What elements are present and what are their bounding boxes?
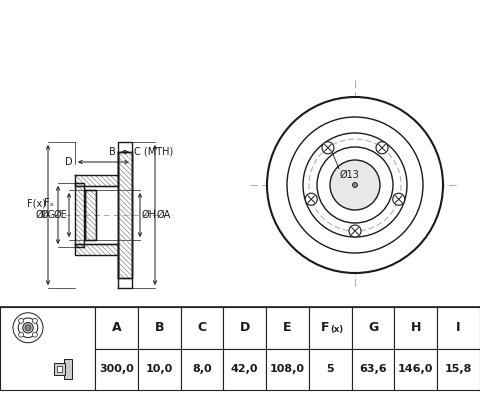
Bar	[138, 307, 180, 348]
Bar	[95, 307, 138, 348]
Bar	[0, 307, 95, 390]
Text: 42,0: 42,0	[231, 364, 258, 374]
Text: C (MTH): C (MTH)	[134, 147, 173, 157]
Text: F: F	[321, 321, 329, 334]
Text: 63,6: 63,6	[359, 364, 387, 374]
Text: D: D	[65, 157, 73, 167]
Circle shape	[287, 117, 423, 253]
Bar	[0, 0, 480, 307]
Text: 10,0: 10,0	[145, 364, 173, 374]
Circle shape	[19, 332, 24, 337]
Text: (x): (x)	[330, 325, 343, 334]
Circle shape	[322, 142, 334, 154]
Text: 108,0: 108,0	[270, 364, 305, 374]
Circle shape	[352, 182, 358, 188]
Text: 146,0: 146,0	[398, 364, 433, 374]
Bar	[223, 307, 266, 348]
Circle shape	[376, 142, 388, 154]
Text: E: E	[283, 321, 292, 334]
Circle shape	[317, 147, 393, 223]
Circle shape	[32, 318, 37, 323]
Text: ØI: ØI	[36, 210, 46, 220]
Bar	[54, 363, 65, 375]
Text: ØA: ØA	[157, 210, 171, 220]
Circle shape	[18, 318, 38, 338]
Circle shape	[267, 97, 443, 273]
Bar	[180, 307, 223, 348]
Circle shape	[32, 332, 37, 337]
Circle shape	[25, 325, 31, 331]
Bar	[437, 348, 480, 390]
Bar	[95, 348, 138, 390]
Text: H: H	[411, 321, 421, 334]
Circle shape	[23, 322, 33, 333]
Bar	[309, 307, 352, 348]
Bar	[309, 348, 352, 390]
Text: B: B	[109, 147, 116, 157]
Circle shape	[349, 225, 361, 237]
Text: D: D	[240, 321, 250, 334]
Bar	[64, 359, 72, 379]
Bar	[180, 348, 223, 390]
Text: C: C	[197, 321, 206, 334]
Bar	[352, 307, 395, 348]
Text: I: I	[456, 321, 461, 334]
Bar	[395, 348, 437, 390]
Text: 15,8: 15,8	[445, 364, 472, 374]
Text: 300,0: 300,0	[99, 364, 134, 374]
Circle shape	[13, 313, 43, 343]
Text: ØG: ØG	[41, 210, 56, 220]
Bar	[352, 348, 395, 390]
Circle shape	[305, 193, 317, 205]
Circle shape	[19, 318, 24, 323]
Bar	[395, 307, 437, 348]
Bar	[266, 307, 309, 348]
Bar	[0, 307, 480, 390]
Text: ØE: ØE	[53, 210, 67, 220]
Text: Fₓ: Fₓ	[44, 198, 54, 208]
Text: F(x): F(x)	[27, 198, 46, 208]
Bar	[266, 348, 309, 390]
Text: A: A	[111, 321, 121, 334]
Text: 5: 5	[326, 364, 334, 374]
Text: G: G	[368, 321, 378, 334]
Text: 8,0: 8,0	[192, 364, 212, 374]
Bar	[223, 348, 266, 390]
Circle shape	[393, 193, 405, 205]
Bar	[437, 307, 480, 348]
Text: ØH: ØH	[142, 210, 157, 220]
Bar	[57, 366, 62, 372]
Text: Ø13: Ø13	[340, 170, 360, 180]
Bar	[138, 348, 180, 390]
Circle shape	[330, 160, 380, 210]
Text: B: B	[155, 321, 164, 334]
Circle shape	[303, 133, 407, 237]
